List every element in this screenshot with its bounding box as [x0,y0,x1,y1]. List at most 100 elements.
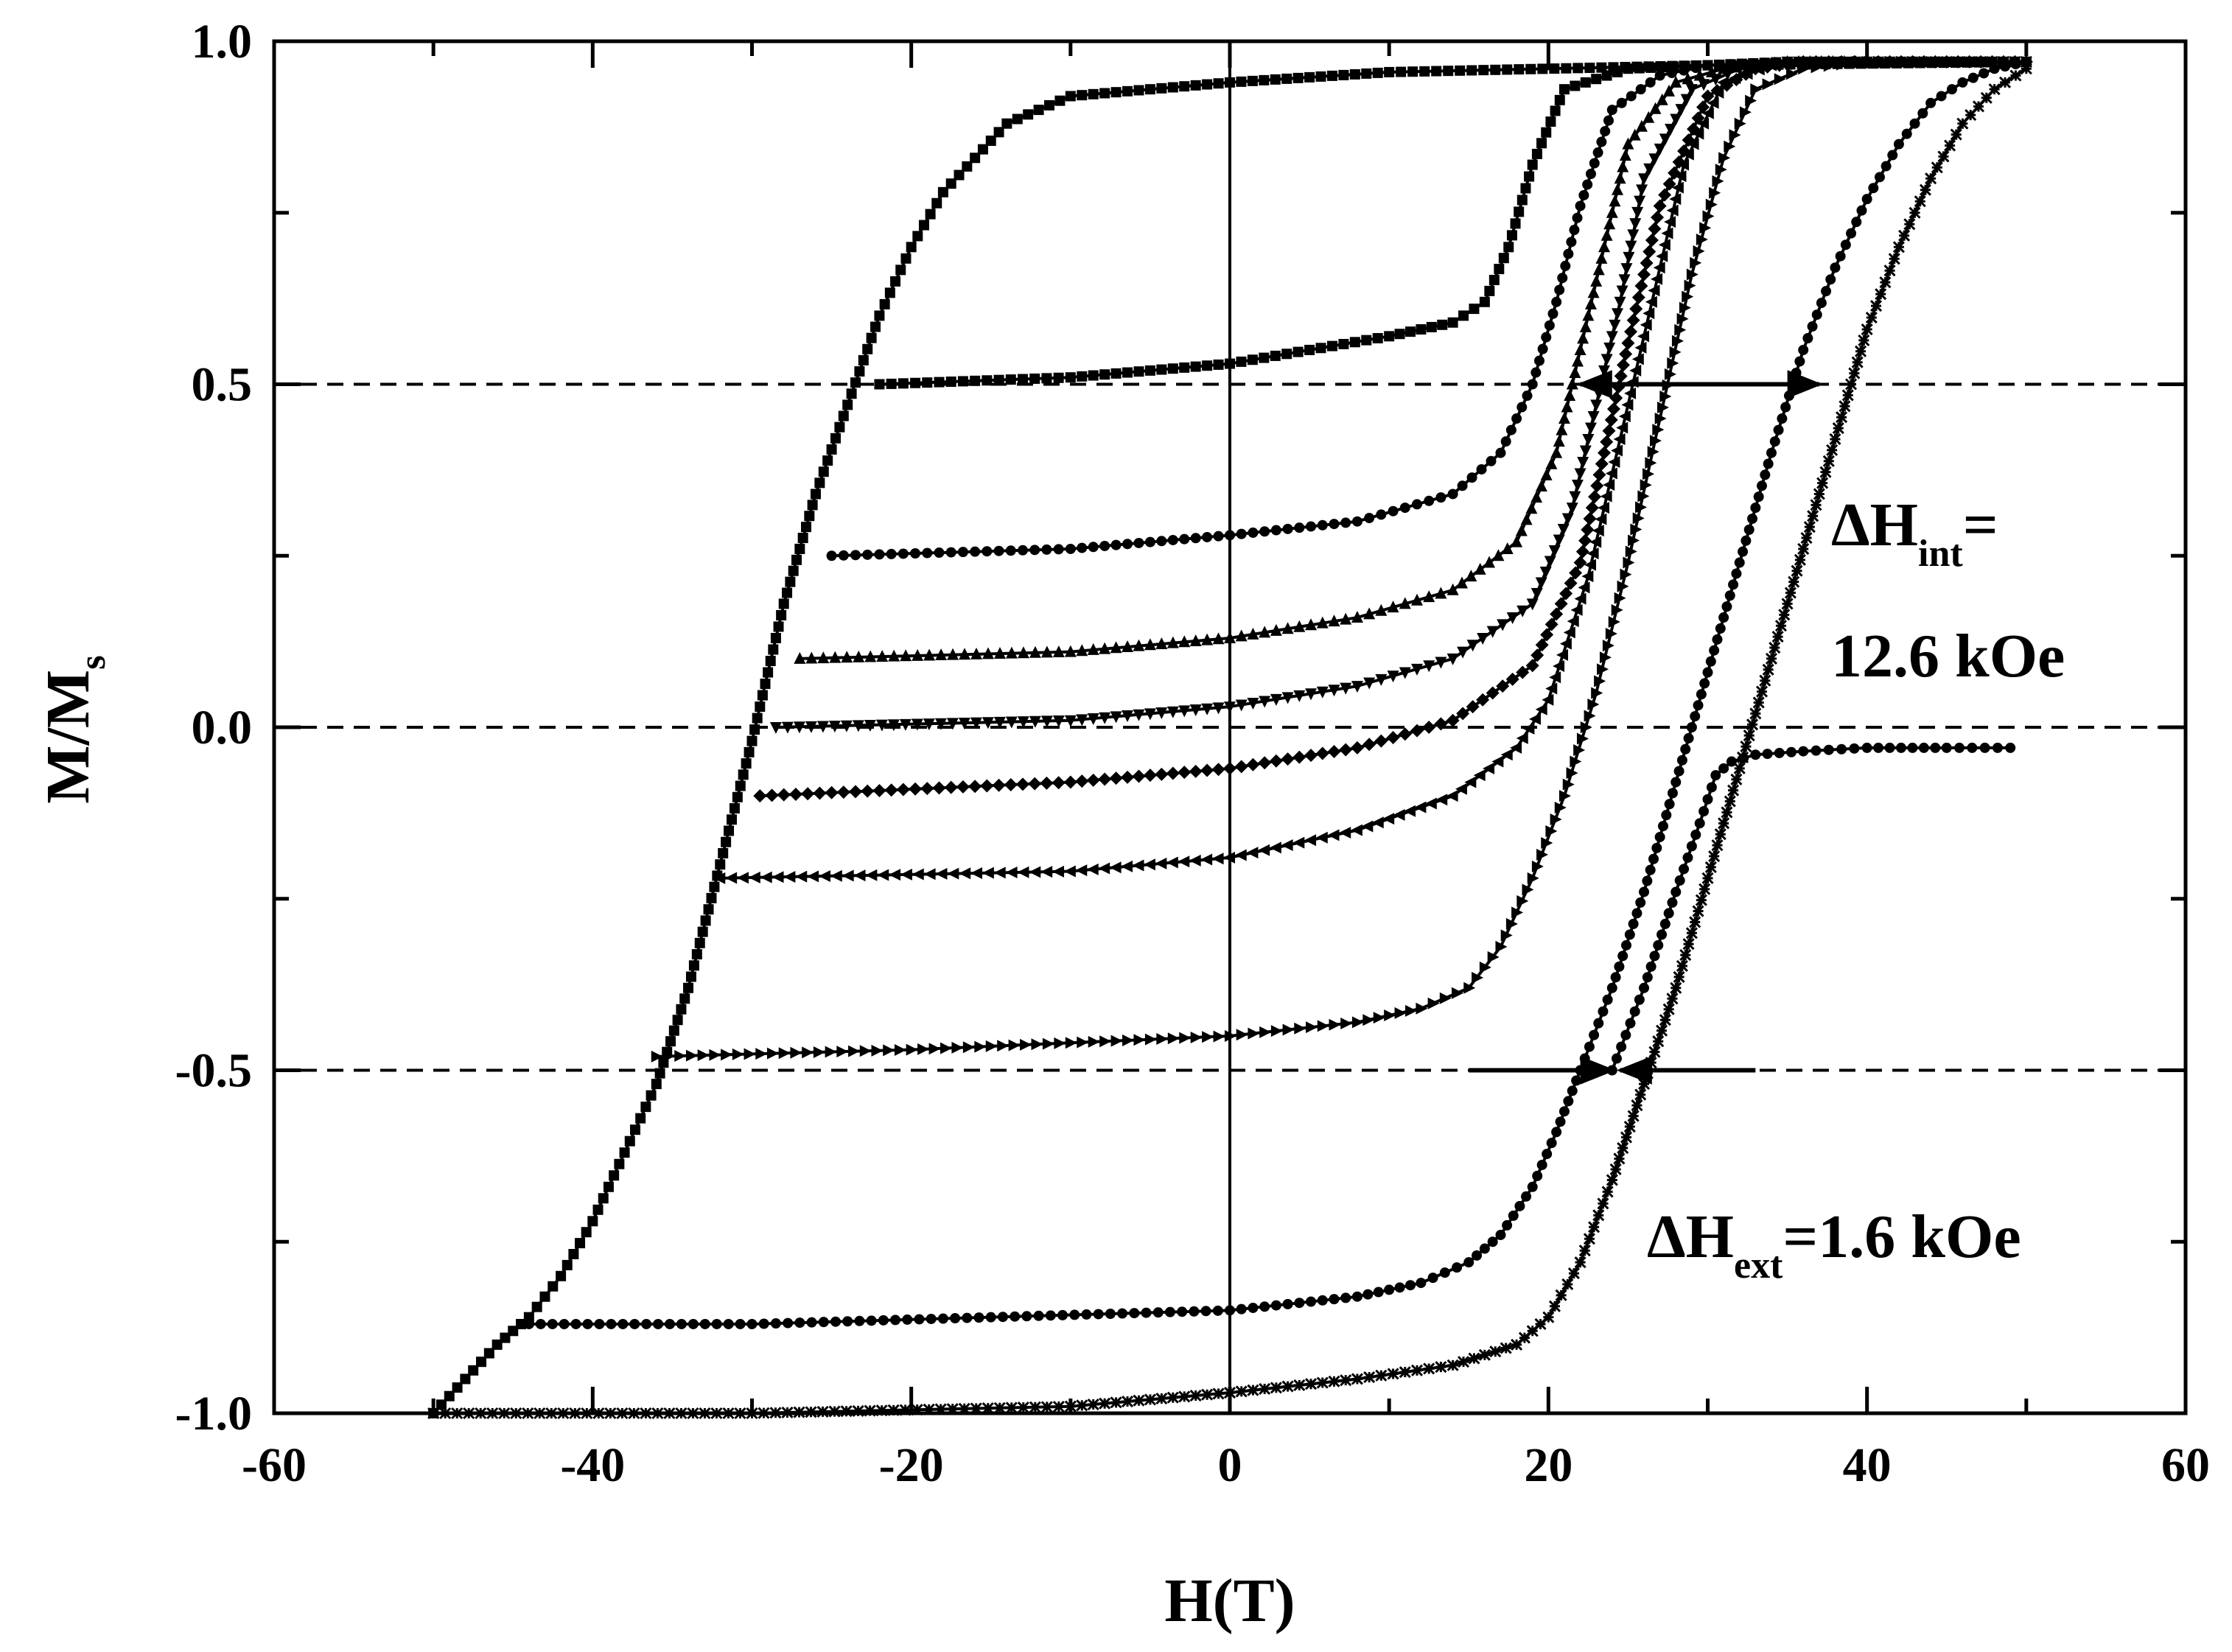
data-point [1629,302,1643,316]
data-point [1718,612,1729,623]
data-point [977,144,988,155]
data-point [1756,480,1767,491]
data-point [1339,827,1351,839]
data-point [1535,703,1547,715]
data-point [1714,828,1727,841]
data-point [1305,618,1318,631]
data-point [1545,116,1556,127]
data-point [703,904,714,915]
data-point [508,1326,519,1337]
data-point [1212,632,1225,645]
data-point [491,1339,503,1350]
data-point [1371,816,1384,829]
data-point [1659,390,1672,402]
data-point [475,1407,487,1420]
data-point [807,870,819,883]
data-point [1294,522,1305,533]
x-tick-label: 0 [1218,1438,1242,1492]
data-point [1005,716,1018,729]
data-point [1446,1359,1459,1371]
data-point [1235,1385,1248,1398]
data-point [1520,513,1533,525]
data-point [838,410,849,421]
data-point [923,1403,935,1415]
data-point [813,786,827,800]
data-point [1166,1391,1179,1404]
data-point [1483,556,1496,568]
data-point [1029,1401,1041,1413]
data-point [1576,732,1589,745]
data-point [912,231,923,242]
data-point [1362,738,1376,752]
data-point [1849,743,1860,754]
y-tick-labels: -1.0 -0.5 0.0 0.5 1.0 [175,15,252,1441]
data-point [1642,307,1655,320]
data-point [1404,326,1416,337]
data-point [829,651,842,663]
data-point [575,1238,586,1249]
data-point [1569,491,1581,503]
data-point [1629,364,1642,377]
data-point [1508,1210,1519,1221]
data-point [1972,100,1985,113]
data-point [962,1041,975,1054]
data-point [1270,623,1282,636]
data-point [923,718,935,731]
data-point [958,718,970,730]
data-point [1133,366,1144,377]
data-point [1351,1373,1363,1385]
data-point [1645,77,1656,88]
data-point [1603,115,1614,126]
data-point [763,667,774,678]
data-point [1613,433,1626,445]
data-point [1525,502,1538,514]
data-point [1724,140,1736,153]
data-point [1612,183,1624,195]
data-point [721,836,732,847]
delta-h-int-label: ΔHint= [1831,491,1998,575]
data-point [1534,1317,1547,1331]
data-point [1497,619,1509,631]
x-tick-label: -60 [242,1438,307,1492]
data-point [1015,777,1029,791]
data-point [1648,853,1659,864]
data-point [1132,859,1144,872]
data-point [1388,505,1399,517]
data-point [1909,118,1920,129]
data-point [1873,742,1884,753]
data-point [1075,864,1088,877]
data-point [1569,566,1583,580]
data-point [931,197,942,209]
data-point [1065,372,1076,383]
data-point [1925,97,1937,108]
data-point [1578,533,1592,547]
data-point [769,722,782,734]
data-point [1527,872,1539,884]
data-point [1586,547,1599,560]
data-point [1427,1273,1438,1284]
data-point [674,1050,687,1063]
data-point [1589,158,1600,169]
data-point [1666,993,1679,1005]
data-point [1627,1110,1640,1122]
delta-h-ext-sub: ext [1734,1245,1783,1287]
data-point [1648,284,1660,297]
data-point [777,788,791,802]
data-point [619,1147,630,1158]
data-point [699,1318,710,1329]
data-point [816,1405,829,1418]
data-point [1555,1289,1567,1301]
data-point [1133,1034,1146,1046]
data-point [1535,479,1547,491]
data-point [676,1318,687,1329]
data-point [1712,86,1724,99]
data-point [1340,1292,1351,1303]
data-point [1919,183,1931,196]
data-point [800,522,811,533]
data-point [1555,1116,1566,1127]
data-point [1282,1298,1293,1309]
data-point [1598,1006,1609,1017]
data-point [1033,105,1044,116]
data-point [1625,240,1637,253]
data-point [1635,84,1646,95]
